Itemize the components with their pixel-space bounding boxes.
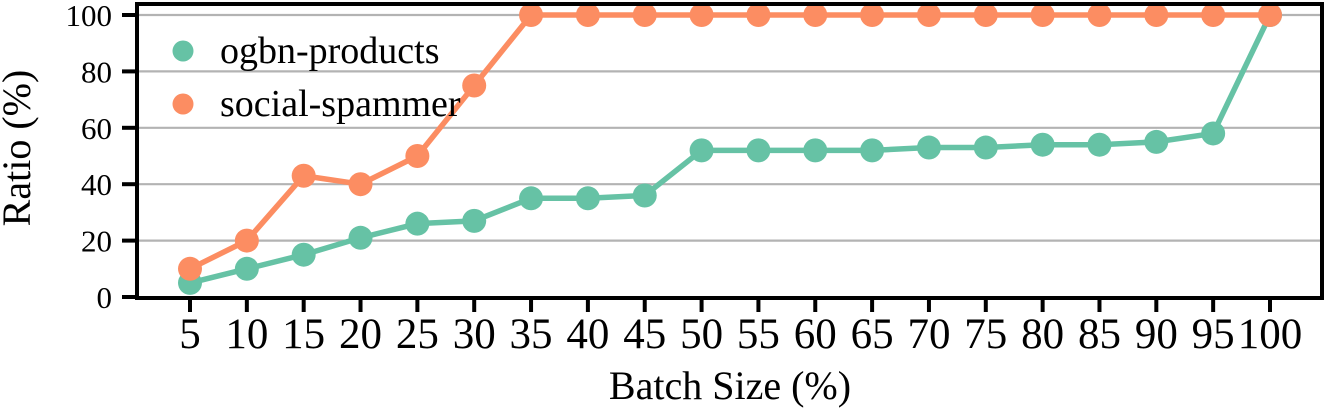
- x-tick-label: 75: [964, 311, 1007, 358]
- data-point-ogbn-products: [462, 208, 487, 233]
- legend-label-social-spammer: social-spammer: [220, 83, 461, 125]
- data-point-ogbn-products: [1087, 132, 1112, 157]
- data-point-social-spammer: [632, 3, 657, 27]
- x-tick-label: 90: [1135, 311, 1178, 358]
- data-point-social-spammer: [746, 3, 771, 27]
- data-point-ogbn-products: [348, 225, 373, 250]
- x-tick-label: 50: [680, 311, 723, 358]
- data-point-social-spammer: [803, 3, 828, 27]
- data-point-social-spammer: [178, 256, 202, 281]
- y-tick-label: 0: [97, 280, 113, 315]
- y-axis-label: Ratio (%): [0, 70, 39, 227]
- x-tick-label: 40: [566, 311, 609, 358]
- data-point-social-spammer: [973, 3, 998, 27]
- x-axis-label: Batch Size (%): [609, 363, 851, 408]
- x-tick-label: 5: [179, 311, 201, 358]
- x-tick-label: 70: [907, 311, 950, 358]
- x-tick-label: 45: [623, 311, 666, 358]
- x-tick-label: 25: [396, 311, 439, 358]
- data-point-social-spammer: [575, 3, 600, 27]
- data-point-social-spammer: [291, 163, 316, 188]
- data-point-ogbn-products: [1144, 129, 1169, 154]
- legend-label-ogbn-products: ogbn-products: [220, 30, 440, 72]
- x-tick-label: 15: [282, 311, 325, 358]
- data-point-social-spammer: [860, 3, 885, 27]
- y-tick-label: 100: [66, 0, 113, 33]
- x-tick-label: 10: [225, 311, 268, 358]
- legend-marker-ogbn-products: [172, 40, 194, 62]
- data-point-ogbn-products: [916, 135, 941, 160]
- y-tick-label: 40: [81, 167, 112, 202]
- data-point-ogbn-products: [632, 183, 657, 208]
- x-tick-label: 85: [1078, 311, 1121, 358]
- x-tick-label: 80: [1021, 311, 1064, 358]
- data-point-ogbn-products: [803, 138, 828, 163]
- data-point-ogbn-products: [1030, 132, 1055, 157]
- data-point-ogbn-products: [1201, 121, 1226, 146]
- data-point-social-spammer: [1087, 3, 1112, 27]
- data-point-social-spammer: [462, 73, 487, 98]
- data-point-social-spammer: [689, 3, 714, 27]
- data-point-social-spammer: [1201, 3, 1226, 27]
- data-point-ogbn-products: [234, 256, 259, 281]
- x-tick-label: 60: [794, 311, 837, 358]
- data-point-ogbn-products: [973, 135, 998, 160]
- data-point-social-spammer: [519, 3, 544, 27]
- data-point-ogbn-products: [575, 186, 600, 211]
- x-tick-label: 35: [510, 311, 553, 358]
- data-point-ogbn-products: [689, 138, 714, 163]
- data-point-social-spammer: [348, 172, 373, 197]
- data-point-ogbn-products: [860, 138, 885, 163]
- x-tick-label: 95: [1192, 311, 1235, 358]
- data-point-social-spammer: [1030, 3, 1055, 27]
- legend-marker-social-spammer: [172, 93, 194, 115]
- data-point-social-spammer: [1144, 3, 1169, 27]
- data-point-social-spammer: [1258, 3, 1282, 27]
- data-point-social-spammer: [234, 228, 259, 253]
- y-tick-label: 80: [81, 54, 112, 89]
- data-point-social-spammer: [916, 3, 941, 27]
- x-tick-label: 100: [1238, 311, 1303, 358]
- y-tick-label: 20: [81, 224, 112, 259]
- y-tick-label: 60: [81, 111, 112, 146]
- x-tick-label: 65: [851, 311, 894, 358]
- data-point-ogbn-products: [405, 211, 430, 236]
- x-tick-label: 30: [453, 311, 496, 358]
- x-tick-label: 55: [737, 311, 780, 358]
- data-point-ogbn-products: [519, 186, 544, 211]
- data-point-ogbn-products: [291, 242, 316, 267]
- data-point-ogbn-products: [746, 138, 771, 163]
- plot-border: [135, 2, 1324, 300]
- x-tick-label: 20: [339, 311, 382, 358]
- data-point-social-spammer: [405, 144, 430, 168]
